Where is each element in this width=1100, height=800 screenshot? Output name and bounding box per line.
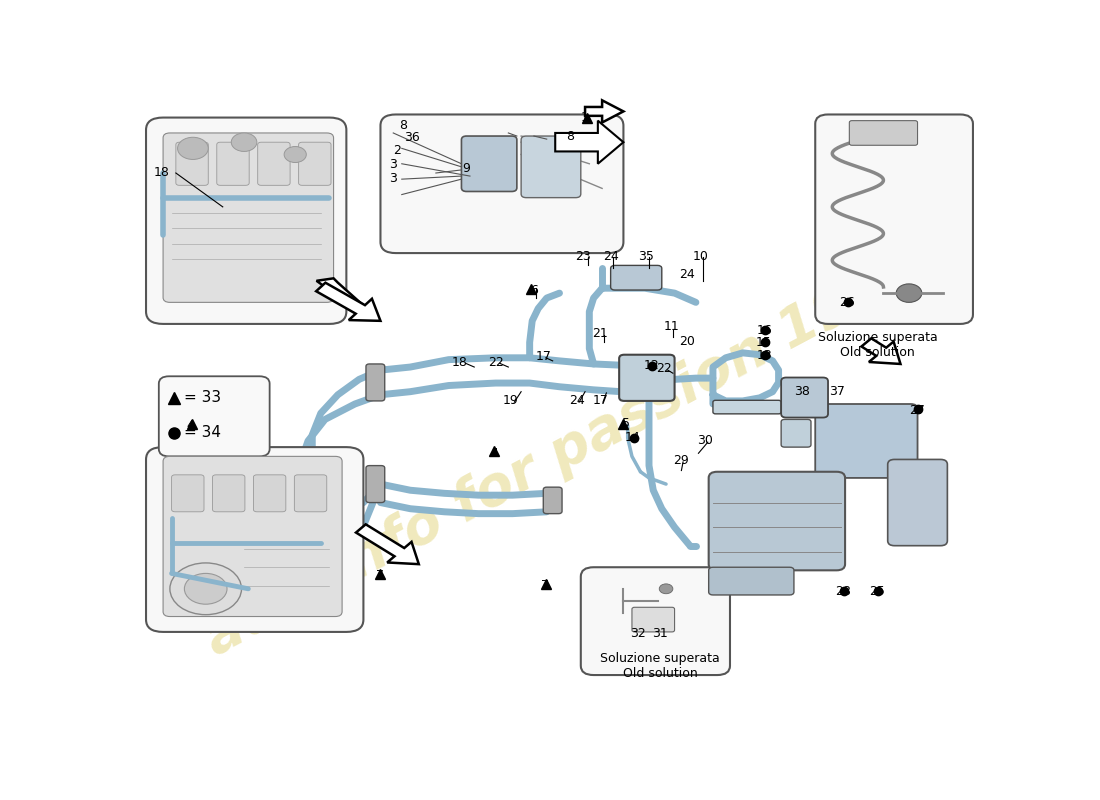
Text: 1: 1 bbox=[581, 111, 589, 124]
Text: 23: 23 bbox=[575, 250, 591, 262]
FancyBboxPatch shape bbox=[815, 404, 917, 478]
Polygon shape bbox=[861, 338, 901, 364]
Text: 25: 25 bbox=[869, 586, 886, 598]
FancyBboxPatch shape bbox=[462, 136, 517, 191]
Circle shape bbox=[896, 284, 922, 302]
Text: 10: 10 bbox=[692, 250, 708, 262]
Text: 24: 24 bbox=[603, 250, 618, 262]
FancyBboxPatch shape bbox=[298, 142, 331, 186]
FancyBboxPatch shape bbox=[521, 136, 581, 198]
Text: 8: 8 bbox=[399, 119, 407, 132]
Text: 3: 3 bbox=[389, 172, 397, 185]
FancyBboxPatch shape bbox=[708, 472, 845, 570]
FancyBboxPatch shape bbox=[581, 567, 730, 675]
FancyBboxPatch shape bbox=[158, 376, 270, 456]
Text: 12: 12 bbox=[644, 358, 659, 372]
FancyBboxPatch shape bbox=[708, 567, 794, 595]
Circle shape bbox=[185, 574, 227, 604]
FancyBboxPatch shape bbox=[163, 133, 333, 302]
Text: 35: 35 bbox=[638, 250, 654, 262]
Text: 32: 32 bbox=[630, 627, 646, 640]
FancyBboxPatch shape bbox=[295, 475, 327, 512]
Circle shape bbox=[169, 563, 242, 614]
Polygon shape bbox=[556, 121, 624, 164]
Text: = 33: = 33 bbox=[185, 390, 221, 406]
Text: 16: 16 bbox=[756, 323, 772, 337]
Text: 19: 19 bbox=[503, 394, 519, 407]
FancyBboxPatch shape bbox=[366, 466, 385, 502]
Text: 18: 18 bbox=[153, 166, 169, 179]
Text: Soluzione superata
Old solution: Soluzione superata Old solution bbox=[601, 652, 720, 680]
Text: 22: 22 bbox=[657, 362, 672, 374]
Text: 24: 24 bbox=[569, 394, 584, 407]
Text: 8: 8 bbox=[566, 130, 574, 142]
FancyBboxPatch shape bbox=[543, 487, 562, 514]
Text: 30: 30 bbox=[697, 434, 713, 447]
FancyBboxPatch shape bbox=[146, 118, 346, 324]
Circle shape bbox=[231, 133, 257, 151]
Text: Soluzione superata
Old solution: Soluzione superata Old solution bbox=[817, 330, 937, 358]
Text: 28: 28 bbox=[835, 586, 851, 598]
FancyBboxPatch shape bbox=[217, 142, 250, 186]
Text: 5: 5 bbox=[621, 418, 630, 430]
Polygon shape bbox=[317, 278, 363, 309]
Text: 21: 21 bbox=[593, 327, 608, 340]
Text: 17: 17 bbox=[593, 394, 608, 407]
Text: 4: 4 bbox=[186, 419, 195, 432]
Text: 14: 14 bbox=[625, 431, 640, 444]
Polygon shape bbox=[585, 100, 624, 122]
FancyBboxPatch shape bbox=[610, 266, 662, 290]
Text: 11: 11 bbox=[663, 321, 679, 334]
Text: 6: 6 bbox=[530, 283, 538, 297]
Text: 27: 27 bbox=[910, 404, 925, 417]
Text: 3: 3 bbox=[389, 158, 397, 171]
FancyBboxPatch shape bbox=[146, 447, 363, 632]
FancyBboxPatch shape bbox=[781, 378, 828, 418]
FancyBboxPatch shape bbox=[381, 114, 624, 253]
Polygon shape bbox=[316, 282, 381, 321]
FancyBboxPatch shape bbox=[212, 475, 245, 512]
Text: 29: 29 bbox=[673, 454, 689, 467]
Text: 36: 36 bbox=[404, 131, 420, 144]
FancyBboxPatch shape bbox=[815, 114, 972, 324]
Text: 38: 38 bbox=[794, 385, 811, 398]
Text: 7: 7 bbox=[541, 579, 549, 592]
Text: 2: 2 bbox=[394, 144, 402, 157]
Text: 13: 13 bbox=[756, 350, 772, 362]
FancyBboxPatch shape bbox=[172, 475, 204, 512]
FancyBboxPatch shape bbox=[176, 142, 208, 186]
Polygon shape bbox=[356, 524, 419, 564]
FancyBboxPatch shape bbox=[253, 475, 286, 512]
Text: = 34: = 34 bbox=[185, 426, 221, 441]
Text: 15: 15 bbox=[756, 336, 772, 349]
FancyBboxPatch shape bbox=[366, 364, 385, 401]
FancyBboxPatch shape bbox=[257, 142, 290, 186]
Text: 7: 7 bbox=[376, 569, 385, 582]
Text: 18: 18 bbox=[452, 356, 468, 369]
FancyBboxPatch shape bbox=[781, 419, 811, 447]
Text: 24: 24 bbox=[680, 268, 695, 281]
Text: 20: 20 bbox=[680, 334, 695, 348]
Text: 9: 9 bbox=[462, 162, 470, 175]
Text: autoinfo for passion 1985: autoinfo for passion 1985 bbox=[196, 241, 932, 666]
Text: 37: 37 bbox=[828, 385, 845, 398]
FancyBboxPatch shape bbox=[163, 456, 342, 617]
Text: 22: 22 bbox=[487, 356, 504, 369]
Text: 26: 26 bbox=[839, 296, 855, 309]
Circle shape bbox=[177, 138, 208, 159]
FancyBboxPatch shape bbox=[713, 400, 781, 414]
Text: 17: 17 bbox=[536, 350, 551, 363]
Circle shape bbox=[284, 146, 306, 162]
Text: 31: 31 bbox=[652, 627, 668, 640]
FancyBboxPatch shape bbox=[619, 354, 674, 401]
Circle shape bbox=[659, 584, 673, 594]
Text: 4: 4 bbox=[490, 446, 498, 460]
FancyBboxPatch shape bbox=[631, 607, 674, 632]
FancyBboxPatch shape bbox=[849, 121, 917, 146]
FancyBboxPatch shape bbox=[888, 459, 947, 546]
